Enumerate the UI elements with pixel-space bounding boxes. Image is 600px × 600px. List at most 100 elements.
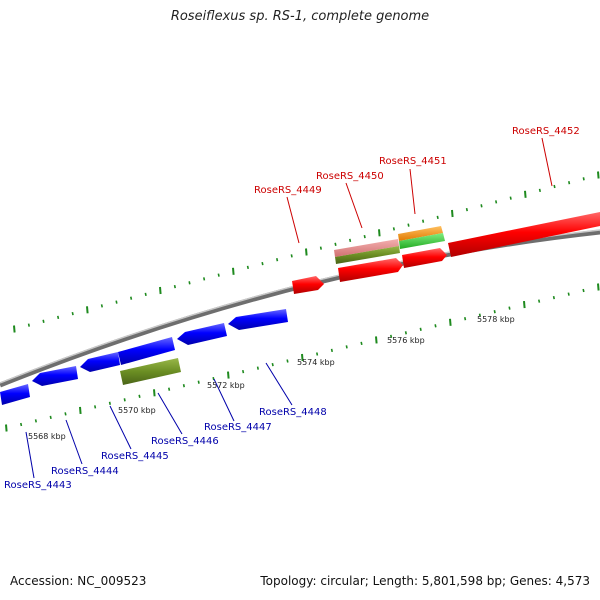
scale-tick-upper bbox=[378, 229, 381, 237]
olive-feature-lower bbox=[120, 358, 181, 385]
gene-label-roseRS-4450[interactable]: RoseRS_4450 bbox=[316, 171, 384, 182]
map-title: Roseiflexus sp. RS-1, complete genome bbox=[170, 9, 430, 24]
scale-tick-upper bbox=[334, 242, 337, 246]
scale-tick-upper bbox=[86, 306, 89, 314]
scale-tick-upper bbox=[349, 238, 352, 243]
scale-tick-upper bbox=[276, 258, 279, 262]
accession-label: Accession: NC_009523 bbox=[10, 574, 147, 588]
leader-line-4446 bbox=[157, 392, 183, 435]
gene-arrow-roseRS-4452[interactable] bbox=[448, 212, 600, 257]
gene-arrow-roseRS-4446[interactable] bbox=[118, 337, 175, 365]
scale-tick-upper bbox=[422, 219, 425, 223]
gene-label-roseRS-4451[interactable]: RoseRS_4451 bbox=[379, 156, 447, 167]
scale-tick-lower bbox=[434, 324, 437, 328]
reverse-strand-genes bbox=[0, 309, 288, 405]
leader-line-4448 bbox=[265, 362, 293, 406]
scale-tick-lower bbox=[597, 283, 600, 291]
scale-tick-lower bbox=[552, 295, 555, 300]
scale-tick-upper bbox=[509, 196, 512, 200]
scale-tick-upper bbox=[42, 319, 45, 323]
scale-tick-upper bbox=[188, 281, 191, 285]
scale-tick-upper bbox=[553, 184, 556, 189]
scale-tick-lower bbox=[316, 352, 319, 356]
scale-tick-lower bbox=[493, 310, 496, 314]
tick-row-upper bbox=[13, 171, 600, 333]
scale-tick-upper bbox=[232, 267, 235, 275]
scale-tick-upper bbox=[392, 227, 395, 231]
scale-tick-lower bbox=[345, 345, 348, 349]
scale-tick-lower bbox=[138, 394, 141, 398]
scale-tick-upper bbox=[173, 284, 176, 289]
scale-tick-lower bbox=[582, 288, 585, 293]
scale-tick-upper bbox=[246, 265, 249, 270]
reverse-gene-labels: RoseRS_4443 RoseRS_4444 RoseRS_4445 Rose… bbox=[4, 407, 327, 491]
gene-label-roseRS-4448[interactable]: RoseRS_4448 bbox=[259, 407, 327, 418]
gene-arrow-roseRS-4448[interactable] bbox=[228, 309, 288, 330]
scale-tick-lower bbox=[34, 419, 37, 423]
gene-label-roseRS-4452[interactable]: RoseRS_4452 bbox=[512, 126, 580, 137]
scale-tick-upper bbox=[407, 223, 410, 227]
scale-tick-lower bbox=[523, 301, 526, 309]
scale-tick-upper bbox=[13, 325, 16, 333]
scale-tick-lower bbox=[419, 327, 422, 331]
gene-label-roseRS-4449[interactable]: RoseRS_4449 bbox=[254, 185, 322, 196]
gene-arrow-roseRS-4449[interactable] bbox=[292, 276, 324, 294]
scale-tick-upper bbox=[130, 296, 133, 300]
leader-line-4450 bbox=[345, 182, 363, 229]
gene-arrow-roseRS-4450[interactable] bbox=[338, 258, 403, 282]
scale-tick-upper bbox=[203, 277, 206, 281]
gene-arrow-roseRS-4444[interactable] bbox=[32, 366, 78, 386]
gene-label-roseRS-4443[interactable]: RoseRS_4443 bbox=[4, 480, 72, 491]
scale-tick-upper bbox=[319, 246, 322, 250]
leader-line-4445 bbox=[109, 405, 132, 450]
forward-strand-genes bbox=[292, 212, 600, 294]
scale-tick-upper bbox=[144, 292, 147, 297]
gene-arrow-roseRS-4443[interactable] bbox=[0, 384, 30, 405]
scale-tick-lower bbox=[464, 317, 467, 321]
scale-tick-upper bbox=[480, 204, 483, 208]
scale-tick-upper bbox=[71, 311, 74, 316]
scale-tick-upper bbox=[115, 300, 118, 304]
scale-tick-upper bbox=[597, 171, 600, 179]
leader-line-4451 bbox=[409, 168, 416, 215]
scale-tick-lower bbox=[360, 341, 363, 346]
scale-tick-upper bbox=[261, 261, 264, 266]
scale-tick-upper bbox=[217, 273, 220, 277]
scale-tick-upper bbox=[436, 215, 439, 220]
scale-tick-lower bbox=[168, 387, 171, 391]
gene-arrow-roseRS-4451[interactable] bbox=[402, 248, 447, 268]
scale-tick-lower bbox=[64, 412, 67, 416]
scale-tick-lower bbox=[271, 362, 274, 367]
gene-label-roseRS-4447[interactable]: RoseRS_4447 bbox=[204, 422, 272, 433]
scale-tick-lower bbox=[197, 380, 200, 384]
leader-line-4449 bbox=[286, 196, 300, 244]
scale-tick-lower bbox=[286, 359, 289, 363]
scale-tick-lower bbox=[256, 366, 259, 370]
gene-arrow-roseRS-4445[interactable] bbox=[80, 352, 120, 372]
gene-label-roseRS-4445[interactable]: RoseRS_4445 bbox=[101, 451, 169, 462]
orange-feature bbox=[398, 226, 443, 241]
scale-tick-upper bbox=[495, 200, 498, 204]
scale-tick-upper bbox=[524, 190, 527, 198]
gene-arrow-roseRS-4447[interactable] bbox=[177, 323, 227, 345]
scale-tick-upper bbox=[305, 248, 308, 256]
scale-tick-lower bbox=[212, 376, 215, 381]
olive-feature-upper bbox=[335, 246, 400, 264]
scale-tick-upper bbox=[290, 254, 293, 258]
leader-line-4452 bbox=[541, 137, 553, 187]
scale-label-5576: 5576 kbp bbox=[387, 336, 425, 345]
scale-tick-lower bbox=[182, 384, 185, 388]
scale-tick-lower bbox=[508, 306, 511, 310]
scale-tick-lower bbox=[49, 415, 52, 420]
scale-tick-lower bbox=[404, 331, 407, 335]
scale-label-5568: 5568 kbp bbox=[28, 432, 66, 441]
pink-feature bbox=[334, 239, 399, 257]
leader-lines bbox=[25, 137, 553, 479]
scale-tick-lower bbox=[20, 422, 23, 427]
gene-label-roseRS-4444[interactable]: RoseRS_4444 bbox=[51, 466, 119, 477]
scale-tick-upper bbox=[363, 234, 366, 239]
gene-label-roseRS-4446[interactable]: RoseRS_4446 bbox=[151, 436, 219, 447]
scale-tick-lower bbox=[242, 369, 245, 374]
scale-tick-upper bbox=[582, 177, 585, 181]
